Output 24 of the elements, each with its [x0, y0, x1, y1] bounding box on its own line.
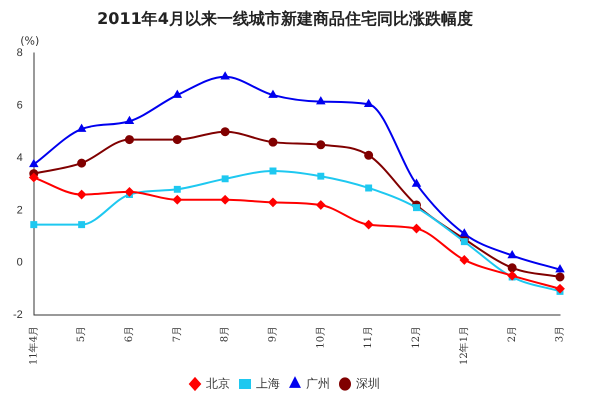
legend-label: 深圳	[356, 376, 380, 390]
x-tick-label: 11月	[363, 326, 374, 349]
x-tick-label: 11年4月	[27, 326, 40, 366]
y-tick-label: -2	[13, 308, 23, 321]
x-tick-label: 2月	[506, 326, 518, 342]
legend-label: 广州	[306, 376, 330, 390]
chart-title: 2011年4月以来一线城市新建商品住宅同比涨跌幅度	[97, 8, 473, 28]
x-tick-label: 7月	[172, 326, 183, 342]
x-tick-label: 3月	[554, 326, 566, 342]
y-tick-label: 6	[16, 100, 23, 112]
x-tick-label: 12月	[411, 326, 422, 349]
legend-label: 上海	[256, 376, 280, 390]
x-tick-label: 8月	[220, 326, 231, 342]
x-tick-label: 5月	[76, 326, 88, 342]
y-tick-label: 4	[16, 152, 23, 164]
legend-label: 北京	[206, 376, 230, 390]
y-tick-label: 2	[16, 204, 23, 216]
x-tick-label: 9月	[268, 326, 279, 342]
x-tick-label: 12年1月	[458, 326, 470, 366]
x-tick-label: 10月	[315, 326, 326, 349]
y-tick-label: 0	[16, 256, 23, 269]
y-tick-label: 8	[16, 47, 23, 60]
y-axis-title: (%)	[20, 34, 40, 48]
x-tick-label: 6月	[124, 326, 136, 342]
